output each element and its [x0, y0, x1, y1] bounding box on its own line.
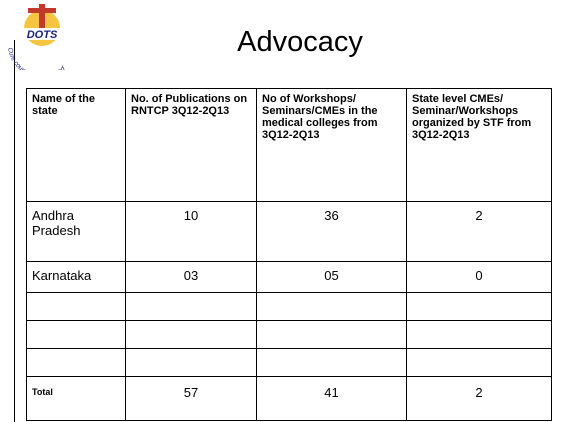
cell: 03 — [125, 261, 257, 293]
header-row: Name of the state No. of Publications on… — [26, 88, 552, 202]
logo-tagline-path: Cure course | Pehle Baad — [6, 47, 66, 70]
cell: Andhra Pradesh — [26, 201, 126, 262]
cell — [125, 292, 257, 321]
frame-line — [14, 40, 15, 422]
cell — [406, 292, 552, 321]
logo-plate — [24, 28, 60, 40]
cell: 05 — [256, 261, 407, 293]
cell — [26, 320, 126, 349]
header-cell: No of Workshops/ Seminars/CMEs in the me… — [256, 88, 407, 202]
cell: Total — [26, 376, 126, 421]
title: Advocacy — [237, 26, 363, 58]
logo: DOTS Cure course | Pehle Baad — [6, 4, 67, 70]
row: Andhra Pradesh 10 36 2 — [26, 201, 552, 262]
cell — [26, 348, 126, 377]
row: Karnataka 03 05 0 — [26, 261, 552, 293]
cell — [256, 320, 407, 349]
total-row: Total 57 41 2 — [26, 376, 552, 421]
header-cell: Name of the state — [26, 88, 126, 202]
cell: 36 — [256, 201, 407, 262]
cell: Karnataka — [26, 261, 126, 293]
logo-bar — [28, 8, 56, 13]
cell — [256, 348, 407, 377]
cell: 41 — [256, 376, 407, 421]
cell: 10 — [125, 201, 257, 262]
cell: 2 — [406, 376, 552, 421]
cell — [256, 292, 407, 321]
blank-row — [26, 292, 552, 321]
cell: 2 — [406, 201, 552, 262]
cell: 0 — [406, 261, 552, 293]
cell — [406, 348, 552, 377]
header-cell: No. of Publications on RNTCP 3Q12-2Q13 — [125, 88, 257, 202]
cell — [125, 348, 257, 377]
logo-text: DOTS — [27, 29, 58, 41]
cell — [125, 320, 257, 349]
cell — [26, 292, 126, 321]
cell — [406, 320, 552, 349]
logo-tagline: Cure course | Pehle Baad — [6, 47, 66, 70]
logo-stem — [39, 4, 45, 38]
table: Name of the state No. of Publications on… — [26, 88, 552, 421]
cell: 57 — [125, 376, 257, 421]
blank-row — [26, 320, 552, 349]
blank-row — [26, 348, 552, 377]
header-cell: State level CMEs/ Seminar/Workshops orga… — [406, 88, 552, 202]
